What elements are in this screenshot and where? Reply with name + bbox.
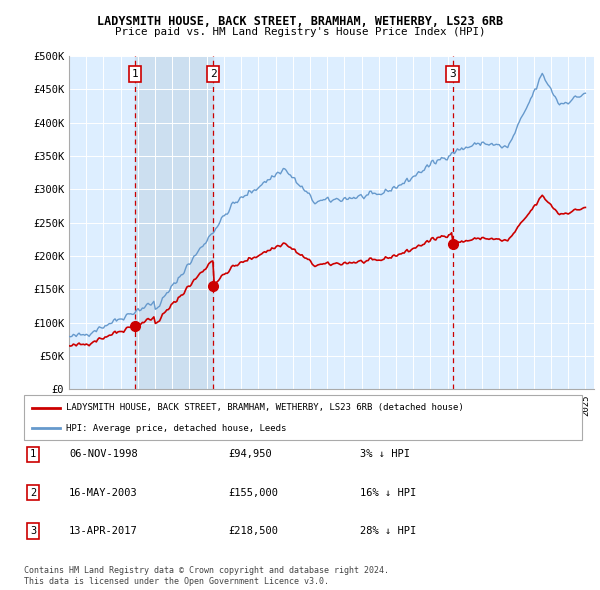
Text: 16-MAY-2003: 16-MAY-2003 bbox=[69, 488, 138, 497]
Text: Contains HM Land Registry data © Crown copyright and database right 2024.: Contains HM Land Registry data © Crown c… bbox=[24, 566, 389, 575]
Text: LADYSMITH HOUSE, BACK STREET, BRAMHAM, WETHERBY, LS23 6RB: LADYSMITH HOUSE, BACK STREET, BRAMHAM, W… bbox=[97, 15, 503, 28]
Text: 3: 3 bbox=[449, 69, 456, 79]
Text: 3: 3 bbox=[30, 526, 36, 536]
Text: £155,000: £155,000 bbox=[228, 488, 278, 497]
Text: 28% ↓ HPI: 28% ↓ HPI bbox=[360, 526, 416, 536]
Text: 2: 2 bbox=[30, 488, 36, 497]
Text: 16% ↓ HPI: 16% ↓ HPI bbox=[360, 488, 416, 497]
Text: LADYSMITH HOUSE, BACK STREET, BRAMHAM, WETHERBY, LS23 6RB (detached house): LADYSMITH HOUSE, BACK STREET, BRAMHAM, W… bbox=[66, 403, 464, 412]
Text: Price paid vs. HM Land Registry's House Price Index (HPI): Price paid vs. HM Land Registry's House … bbox=[115, 27, 485, 37]
Text: HPI: Average price, detached house, Leeds: HPI: Average price, detached house, Leed… bbox=[66, 424, 286, 433]
Text: 1: 1 bbox=[132, 69, 139, 79]
Bar bbox=[135, 56, 213, 389]
Text: This data is licensed under the Open Government Licence v3.0.: This data is licensed under the Open Gov… bbox=[24, 577, 329, 586]
Text: 13-APR-2017: 13-APR-2017 bbox=[69, 526, 138, 536]
Text: 06-NOV-1998: 06-NOV-1998 bbox=[69, 450, 138, 459]
Text: 2: 2 bbox=[209, 69, 217, 79]
Text: 3% ↓ HPI: 3% ↓ HPI bbox=[360, 450, 410, 459]
Text: 1: 1 bbox=[30, 450, 36, 459]
Text: £218,500: £218,500 bbox=[228, 526, 278, 536]
Text: £94,950: £94,950 bbox=[228, 450, 272, 459]
